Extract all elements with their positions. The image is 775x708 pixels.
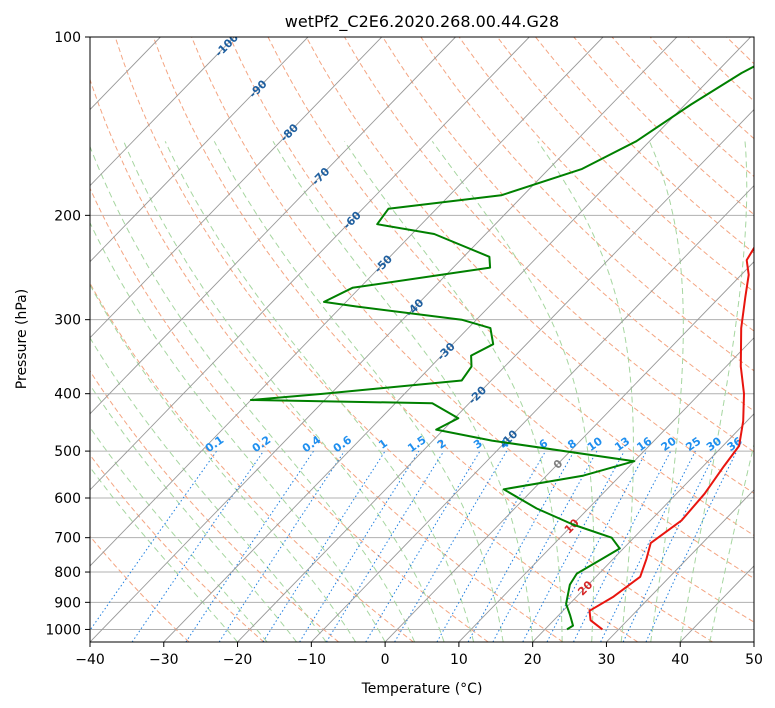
dry-adiabat bbox=[191, 37, 754, 623]
chart-title: wetPf2_C2E6.2020.268.00.44.G28 bbox=[285, 12, 559, 32]
mixing-ratio-line bbox=[185, 450, 315, 642]
moist-adiabats bbox=[90, 141, 754, 642]
moist-adiabat bbox=[213, 141, 504, 642]
moist-adiabat bbox=[272, 141, 534, 642]
isotherm-line bbox=[237, 108, 754, 642]
isotherm-line bbox=[458, 337, 754, 642]
sounding-series bbox=[249, 65, 754, 631]
isotherm-line bbox=[384, 261, 754, 642]
temperature-line bbox=[588, 246, 754, 631]
mixing-ratio-line bbox=[467, 450, 575, 642]
isotherm-line bbox=[90, 37, 530, 491]
moist-adiabat bbox=[90, 145, 416, 642]
x-tick-label: −10 bbox=[297, 652, 327, 668]
x-tick-label: 40 bbox=[671, 652, 689, 668]
y-tick-label: 1000 bbox=[45, 622, 81, 638]
x-tick-label: −40 bbox=[75, 652, 105, 668]
x-tick-label: 10 bbox=[450, 652, 468, 668]
dry-adiabat bbox=[458, 37, 754, 332]
y-tick-label: 800 bbox=[54, 565, 81, 581]
isotherm-line bbox=[90, 37, 604, 567]
isotherm-line bbox=[90, 37, 383, 339]
moist-adiabat bbox=[164, 141, 475, 642]
isotherm-label: 30 bbox=[589, 640, 609, 660]
x-tick-label: −30 bbox=[149, 652, 179, 668]
mixing-ratio-line bbox=[325, 450, 445, 642]
dewpoint-line bbox=[249, 65, 754, 631]
x-tick-label: 30 bbox=[598, 652, 616, 668]
isotherm-line bbox=[532, 413, 754, 642]
y-tick-label: 300 bbox=[54, 313, 81, 329]
moist-adiabat bbox=[344, 141, 563, 642]
mixing-ratio-line bbox=[573, 450, 672, 642]
axes: −40 −30 −20 −10 0 10 20 30 40 50 100 200 300 400 500 60… bbox=[45, 30, 763, 668]
x-tick-label: 50 bbox=[745, 652, 763, 668]
y-tick-label: 500 bbox=[54, 444, 81, 460]
mixing-ratio-line bbox=[522, 450, 625, 642]
moist-adiabat bbox=[90, 221, 386, 642]
moist-adiabat bbox=[90, 426, 268, 642]
isotherm-line bbox=[90, 37, 309, 263]
x-axis-label: Temperature (°C) bbox=[361, 681, 483, 697]
moist-adiabat bbox=[679, 141, 748, 642]
dry-adiabat bbox=[90, 370, 339, 642]
dry-adiabat bbox=[420, 37, 754, 372]
dry-adiabat bbox=[90, 187, 489, 642]
moist-adiabat bbox=[649, 141, 684, 642]
y-tick-label: 400 bbox=[54, 387, 81, 403]
mixing-ratio-line bbox=[218, 450, 345, 642]
mixing-ratio-line bbox=[90, 450, 218, 632]
moist-adiabat bbox=[90, 283, 357, 642]
moist-adiabat bbox=[123, 141, 445, 642]
isotherm-line bbox=[163, 37, 751, 642]
mixing-ratio-line bbox=[262, 450, 386, 642]
dry-adiabat bbox=[90, 77, 564, 642]
mixing-ratio-line bbox=[131, 450, 264, 642]
plot-area: 0.1 0.2 0.4 0.6 1 1.5 2 3 4 6 8 10 13 16 20 25 30 36-100-… bbox=[90, 37, 754, 660]
moist-adiabat bbox=[431, 141, 595, 642]
y-axis-label: Pressure (hPa) bbox=[14, 289, 30, 389]
x-tick-label: 0 bbox=[381, 652, 390, 668]
dry-adiabat bbox=[229, 37, 754, 579]
moist-adiabat bbox=[537, 141, 634, 642]
plot-frame bbox=[89, 36, 755, 643]
isotherm-line bbox=[90, 37, 456, 415]
dry-adiabat bbox=[90, 535, 190, 642]
dry-adiabat bbox=[114, 37, 639, 642]
y-tick-label: 900 bbox=[54, 595, 81, 611]
isotherm-line bbox=[606, 489, 754, 642]
x-tick-label: 20 bbox=[524, 652, 542, 668]
y-tick-label: 200 bbox=[54, 208, 81, 224]
grid-lines bbox=[90, 37, 754, 630]
isotherm-lines bbox=[90, 37, 754, 642]
y-tick-label: 100 bbox=[54, 30, 81, 46]
y-tick-label: 700 bbox=[54, 531, 81, 547]
isotherm-line bbox=[90, 37, 235, 187]
moist-adiabat bbox=[90, 384, 297, 642]
isotherm-line bbox=[90, 37, 678, 642]
dry-adiabat bbox=[344, 37, 754, 453]
mixing-ratio-line bbox=[600, 450, 696, 642]
y-tick-label: 600 bbox=[54, 491, 81, 507]
x-tick-label: −20 bbox=[223, 652, 253, 668]
isotherm-line bbox=[311, 184, 754, 642]
